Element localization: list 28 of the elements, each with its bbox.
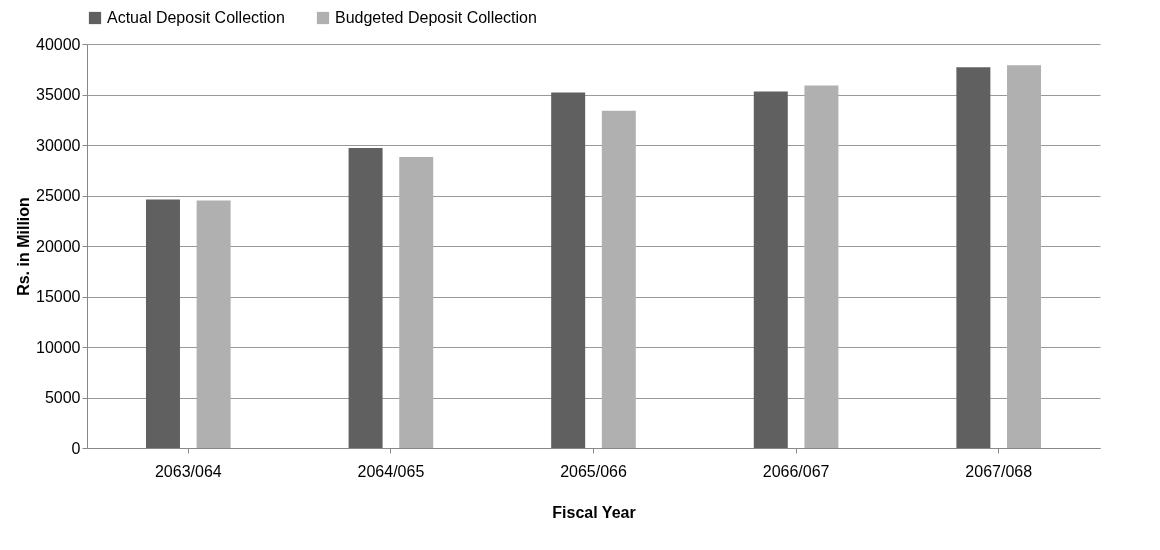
legend-label: Budgeted Deposit Collection bbox=[335, 9, 537, 26]
bar bbox=[196, 200, 231, 448]
bar bbox=[601, 110, 636, 448]
x-tick-label: 2063/064 bbox=[154, 462, 222, 480]
bar bbox=[753, 91, 788, 448]
x-axis-title: Fiscal Year bbox=[552, 503, 636, 521]
x-tick-label: 2065/066 bbox=[560, 462, 627, 480]
y-tick-label: 0 bbox=[71, 439, 81, 457]
x-tick-label: 2066/067 bbox=[762, 462, 830, 480]
y-tick-label: 20000 bbox=[36, 237, 81, 255]
y-tick-label: 10000 bbox=[36, 338, 81, 356]
bar bbox=[399, 157, 434, 448]
bar bbox=[145, 199, 180, 448]
y-axis-title: Rs. in Million bbox=[15, 197, 33, 296]
x-tick-label: 2064/065 bbox=[357, 462, 425, 480]
y-tick-label: 5000 bbox=[44, 389, 81, 406]
bar bbox=[956, 67, 991, 448]
y-tick-label: 25000 bbox=[36, 187, 81, 204]
bar bbox=[348, 148, 383, 448]
y-tick-label: 15000 bbox=[36, 288, 81, 305]
bar bbox=[804, 85, 839, 448]
x-tick-label: 2067/068 bbox=[965, 462, 1033, 480]
y-tick-label: 30000 bbox=[36, 136, 81, 154]
y-tick-label: 35000 bbox=[36, 86, 81, 103]
y-tick-label: 40000 bbox=[36, 35, 81, 53]
legend-label: Actual Deposit Collection bbox=[107, 9, 285, 26]
bar bbox=[551, 92, 586, 448]
bar bbox=[1007, 65, 1042, 448]
